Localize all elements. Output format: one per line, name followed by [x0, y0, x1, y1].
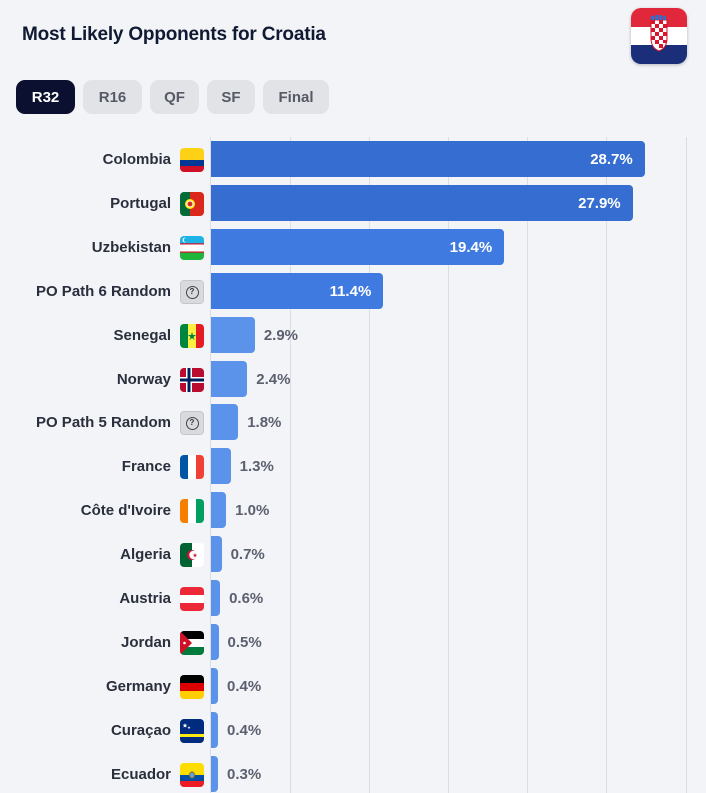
value-label: 19.4%	[449, 238, 493, 256]
category-label: Norway	[116, 370, 171, 388]
value-label: 11.4%	[329, 282, 372, 300]
value-label: 0.4%	[227, 677, 262, 695]
bar[interactable]	[211, 317, 255, 353]
question-icon: ?	[180, 280, 204, 304]
bar[interactable]	[211, 756, 218, 792]
round-tabs: R32 R16 QF SF Final	[16, 80, 329, 114]
algeria-flag-icon	[180, 543, 204, 567]
bar[interactable]	[211, 580, 221, 616]
tab-sf[interactable]: SF	[207, 80, 255, 114]
bar[interactable]	[211, 273, 384, 309]
grid-line	[290, 137, 291, 793]
value-label: 27.9%	[578, 194, 621, 212]
bar[interactable]	[211, 624, 219, 660]
tab-qf[interactable]: QF	[150, 80, 199, 114]
category-label: Côte d'Ivoire	[80, 501, 171, 519]
bar-row: Colombia 28.7%	[0, 140, 706, 178]
value-label: 0.6%	[229, 589, 264, 607]
value-label: 0.7%	[230, 545, 265, 563]
bar-row: Uzbekistan 19.4%	[0, 228, 706, 266]
bar-row: PO Path 5 Random? 1.8%	[0, 403, 706, 441]
portugal-flag-icon	[180, 192, 204, 216]
bar-row: Norway 2.4%	[0, 360, 706, 398]
norway-flag-icon	[180, 368, 204, 392]
austria-flag-icon	[180, 587, 204, 611]
category-label: Algeria	[120, 545, 171, 563]
value-label: 1.0%	[235, 501, 270, 519]
ivory-coast-flag-icon	[180, 499, 204, 523]
category-label: Colombia	[102, 150, 171, 168]
grid-line	[369, 137, 370, 793]
bar[interactable]	[211, 185, 633, 221]
bar-row: Senegal 2.9%	[0, 316, 706, 354]
bar-row: Austria 0.6%	[0, 579, 706, 617]
grid-line	[210, 137, 211, 793]
bar-row: Côte d'Ivoire 1.0%	[0, 491, 706, 529]
category-label: PO Path 5 Random	[35, 413, 171, 431]
bar[interactable]	[211, 712, 218, 748]
grid-line	[606, 137, 607, 793]
bar-row: Curaçao 0.4%	[0, 711, 706, 749]
jordan-flag-icon	[180, 631, 204, 655]
category-label: Germany	[105, 677, 171, 695]
category-label: Senegal	[113, 326, 171, 344]
bar-row: PO Path 6 Random? 11.4%	[0, 272, 706, 310]
bar[interactable]	[211, 492, 227, 528]
bar[interactable]	[211, 448, 231, 484]
grid-line	[527, 137, 528, 793]
bar-row: Germany 0.4%	[0, 667, 706, 705]
bar[interactable]	[211, 141, 645, 177]
value-label: 0.4%	[227, 721, 262, 739]
value-label: 0.3%	[227, 765, 262, 783]
category-label: Jordan	[120, 633, 171, 651]
colombia-flag-icon	[180, 148, 204, 172]
category-label: Ecuador	[110, 765, 171, 783]
bar-row: Portugal 27.9%	[0, 184, 706, 222]
bar-row: Jordan 0.5%	[0, 623, 706, 661]
bar[interactable]	[211, 536, 222, 572]
france-flag-icon	[180, 455, 204, 479]
category-label: Curaçao	[110, 721, 171, 739]
bar[interactable]	[211, 361, 248, 397]
tab-r32[interactable]: R32	[16, 80, 75, 114]
tab-r16[interactable]: R16	[83, 80, 142, 114]
category-label: France	[121, 457, 171, 475]
croatia-flag-icon	[631, 8, 687, 64]
curacao-flag-icon	[180, 719, 204, 743]
uzbekistan-flag-icon	[180, 236, 204, 260]
value-label: 2.4%	[256, 370, 291, 388]
value-label: 1.8%	[247, 413, 282, 431]
value-label: 0.5%	[227, 633, 262, 651]
category-label: Uzbekistan	[91, 238, 171, 256]
tab-final[interactable]: Final	[263, 80, 329, 114]
value-label: 2.9%	[263, 326, 299, 344]
bar[interactable]	[211, 229, 505, 265]
bar[interactable]	[211, 404, 239, 440]
bar-row: France 1.3%	[0, 447, 706, 485]
grid-line	[448, 137, 449, 793]
grid-line	[686, 137, 687, 793]
category-label: Austria	[119, 589, 171, 607]
bar[interactable]	[211, 668, 218, 704]
ecuador-flag-icon	[180, 763, 204, 787]
value-label: 28.7%	[590, 150, 633, 168]
chart-title: Most Likely Opponents for Croatia	[22, 24, 326, 45]
senegal-flag-icon	[180, 324, 204, 348]
bar-row: Ecuador 0.3%	[0, 755, 706, 793]
value-label: 1.3%	[239, 457, 274, 475]
category-label: Portugal	[110, 194, 171, 212]
category-label: PO Path 6 Random	[35, 282, 171, 300]
bar-row: Algeria 0.7%	[0, 535, 706, 573]
question-icon: ?	[180, 411, 204, 435]
germany-flag-icon	[180, 675, 204, 699]
